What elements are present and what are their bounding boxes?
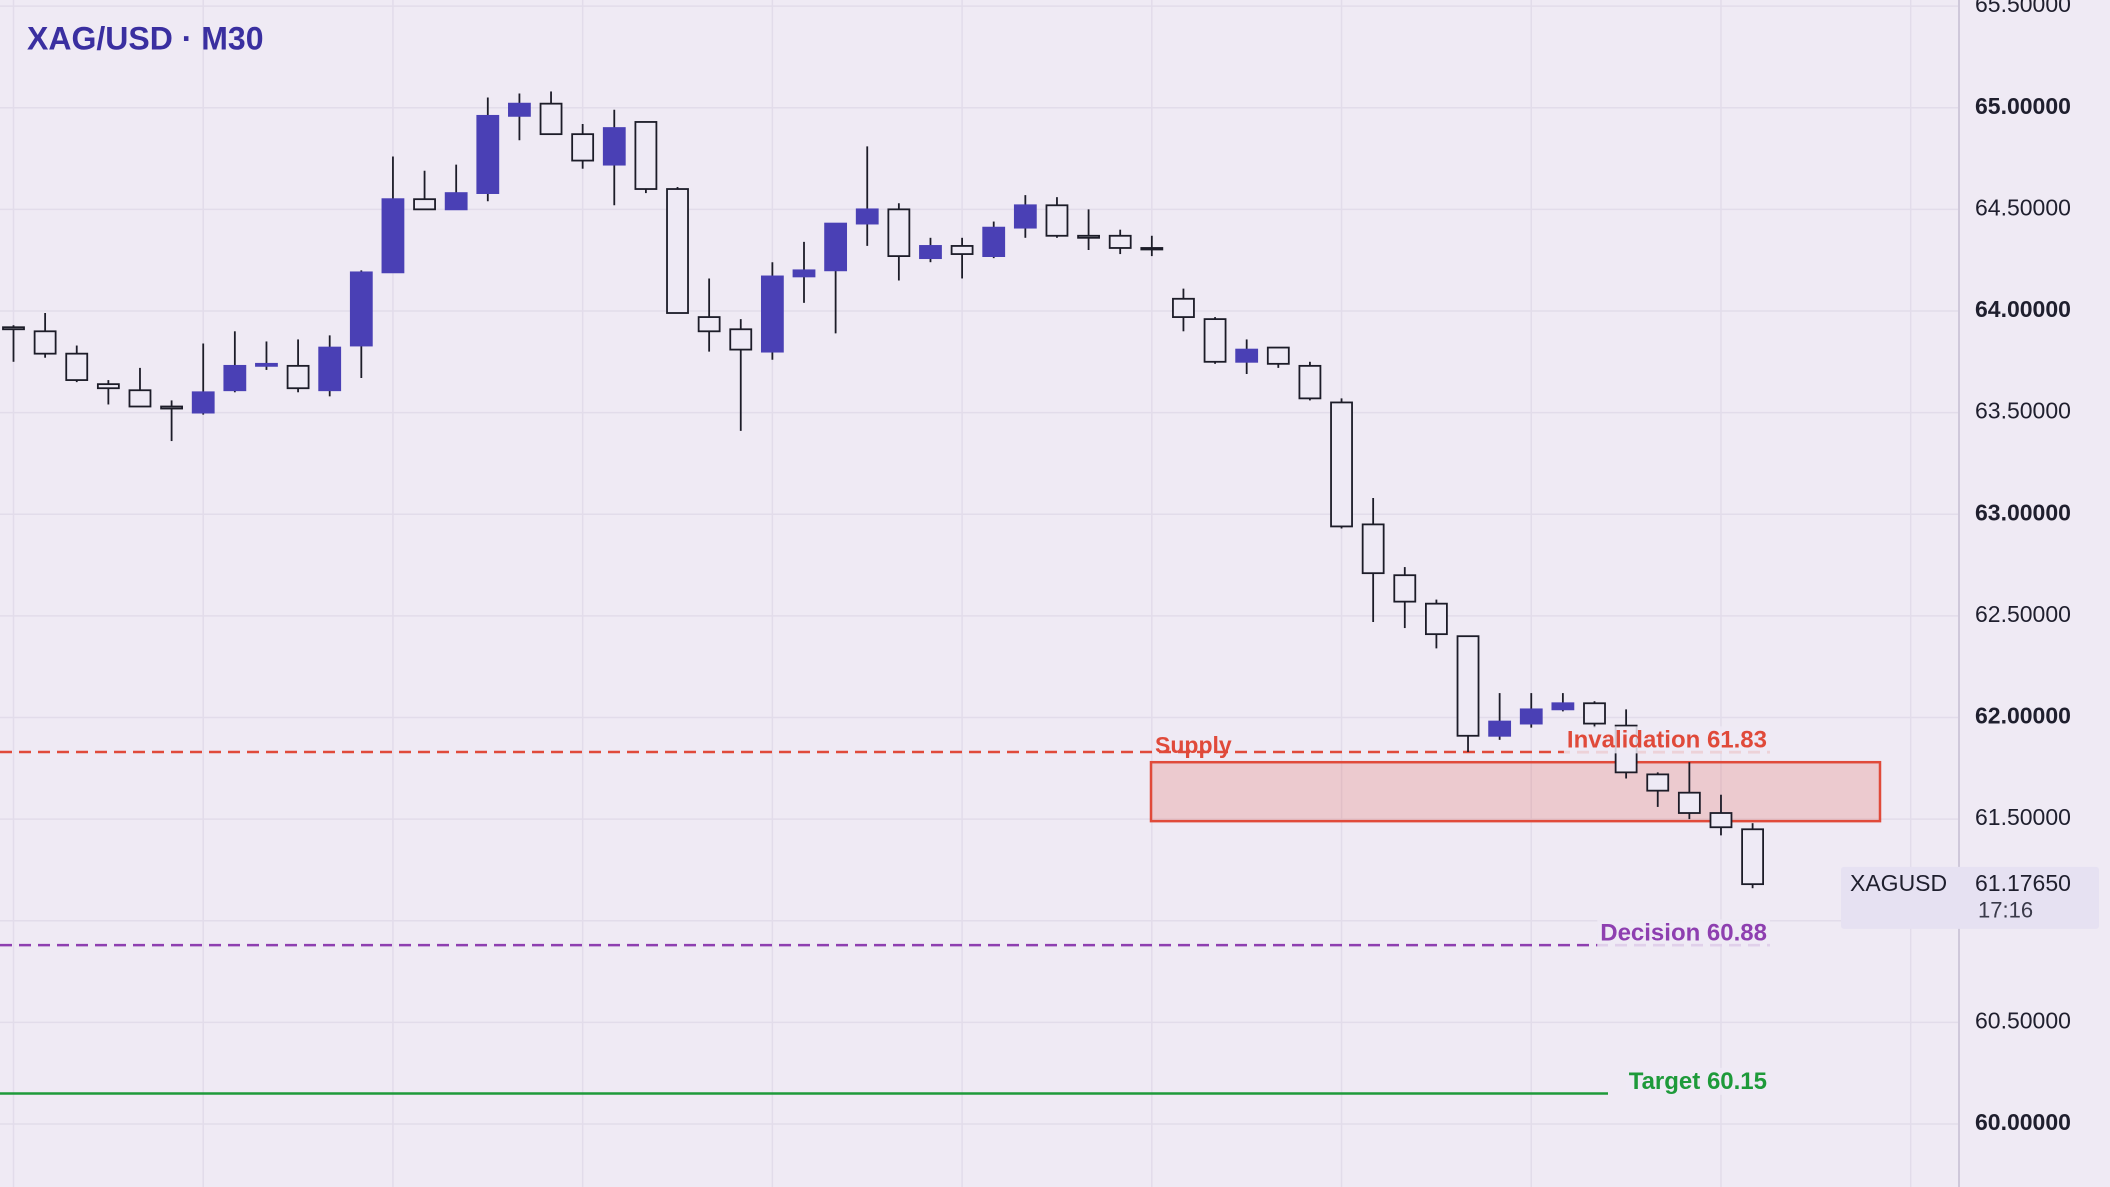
last-price: 61.17650: [1975, 870, 2071, 896]
candle-body: [1045, 204, 1069, 237]
candle-body: [96, 383, 120, 390]
y-tick-label: 65.00000: [1975, 93, 2071, 119]
plot-area: Invalidation 61.83 Decision 60.88 Target 6…: [0, 91, 1882, 1095]
y-tick-label: 62.00000: [1975, 703, 2071, 729]
candle-body: [602, 127, 626, 166]
candle-body: [1077, 234, 1100, 239]
y-tick-label: 60.50000: [1975, 1007, 2071, 1033]
y-tick-label: 64.00000: [1975, 296, 2071, 322]
candle-body: [1266, 346, 1290, 365]
candle-body: [697, 316, 721, 333]
candle-body: [191, 391, 215, 414]
level-label: Target 60.15: [1629, 1068, 1767, 1095]
level-label-bg: [1597, 919, 1770, 947]
candle-body: [855, 208, 879, 225]
candle-body: [1298, 364, 1322, 400]
candle-body: [1393, 574, 1417, 603]
candle-body: [1140, 247, 1164, 251]
candle-body: [539, 102, 563, 136]
candle-body: [508, 102, 531, 117]
supply-zone: [1149, 760, 1882, 823]
candle-body: [1172, 297, 1195, 318]
candle-body: [160, 405, 184, 410]
candle-body: [666, 188, 689, 314]
candle-body: [1677, 791, 1701, 814]
countdown: 17:16: [1978, 898, 2033, 923]
candle-body: [1583, 702, 1606, 725]
candle-body: [1203, 318, 1227, 363]
candle-body: [2, 326, 25, 331]
y-tick-label: 63.50000: [1975, 398, 2071, 424]
candle-body: [318, 346, 342, 392]
candle-body: [1741, 828, 1764, 886]
y-tick-label: 60.00000: [1975, 1109, 2071, 1135]
candle-body: [1108, 234, 1132, 249]
candle-body: [571, 133, 595, 162]
candle-body: [65, 352, 89, 381]
candle-body: [128, 389, 152, 408]
y-tick-label: 65.50000: [1975, 0, 2071, 17]
price-axis: 60.0000060.5000061.0000061.5000062.00000…: [1841, 0, 2099, 1135]
y-tick-label: 64.50000: [1975, 194, 2071, 220]
candle-body: [792, 269, 816, 278]
candle-body: [634, 121, 658, 190]
y-tick-label: 61.50000: [1975, 804, 2071, 830]
level-label: Invalidation 61.83: [1567, 726, 1767, 753]
candle-body: [476, 114, 500, 194]
price-tag-bg: [1841, 866, 2099, 929]
y-tick-label: 62.50000: [1975, 601, 2071, 627]
chart-title: XAG/USD · M30: [27, 20, 263, 56]
candle-body: [919, 245, 942, 260]
candle-body: [349, 271, 373, 347]
candle-body: [1709, 812, 1733, 829]
candle-body: [1361, 523, 1385, 575]
candle-body: [1551, 702, 1575, 711]
candle-body: [255, 362, 278, 367]
candle-body: [887, 208, 911, 257]
level-label-bg: [1625, 1067, 1770, 1095]
candle-body: [760, 275, 784, 353]
candle-body: [1235, 348, 1259, 363]
candle-body: [1488, 720, 1512, 737]
candle-body: [33, 330, 57, 355]
candle-body: [950, 245, 974, 255]
grid: [0, 0, 1959, 1187]
candle-body: [1425, 602, 1448, 636]
level-label: Decision 60.88: [1600, 919, 1767, 946]
zone-label: Supply: [1155, 732, 1232, 758]
candle-body: [824, 222, 848, 272]
candle-body: [413, 198, 436, 211]
candle-body: [1013, 204, 1037, 229]
candle-body: [286, 364, 310, 390]
candle-body: [982, 226, 1006, 257]
candle-body: [1330, 401, 1353, 528]
candle-body: [381, 198, 405, 274]
candle-body: [729, 328, 753, 351]
candle-body: [223, 364, 247, 392]
candle-body: [1456, 635, 1480, 737]
y-tick-label: 63.00000: [1975, 499, 2071, 525]
symbol-label: XAGUSD: [1850, 870, 1947, 896]
candle-body: [1519, 708, 1543, 725]
level-label-bg: [1563, 726, 1770, 754]
candle-body: [1646, 773, 1670, 792]
candle-body: [444, 192, 468, 211]
